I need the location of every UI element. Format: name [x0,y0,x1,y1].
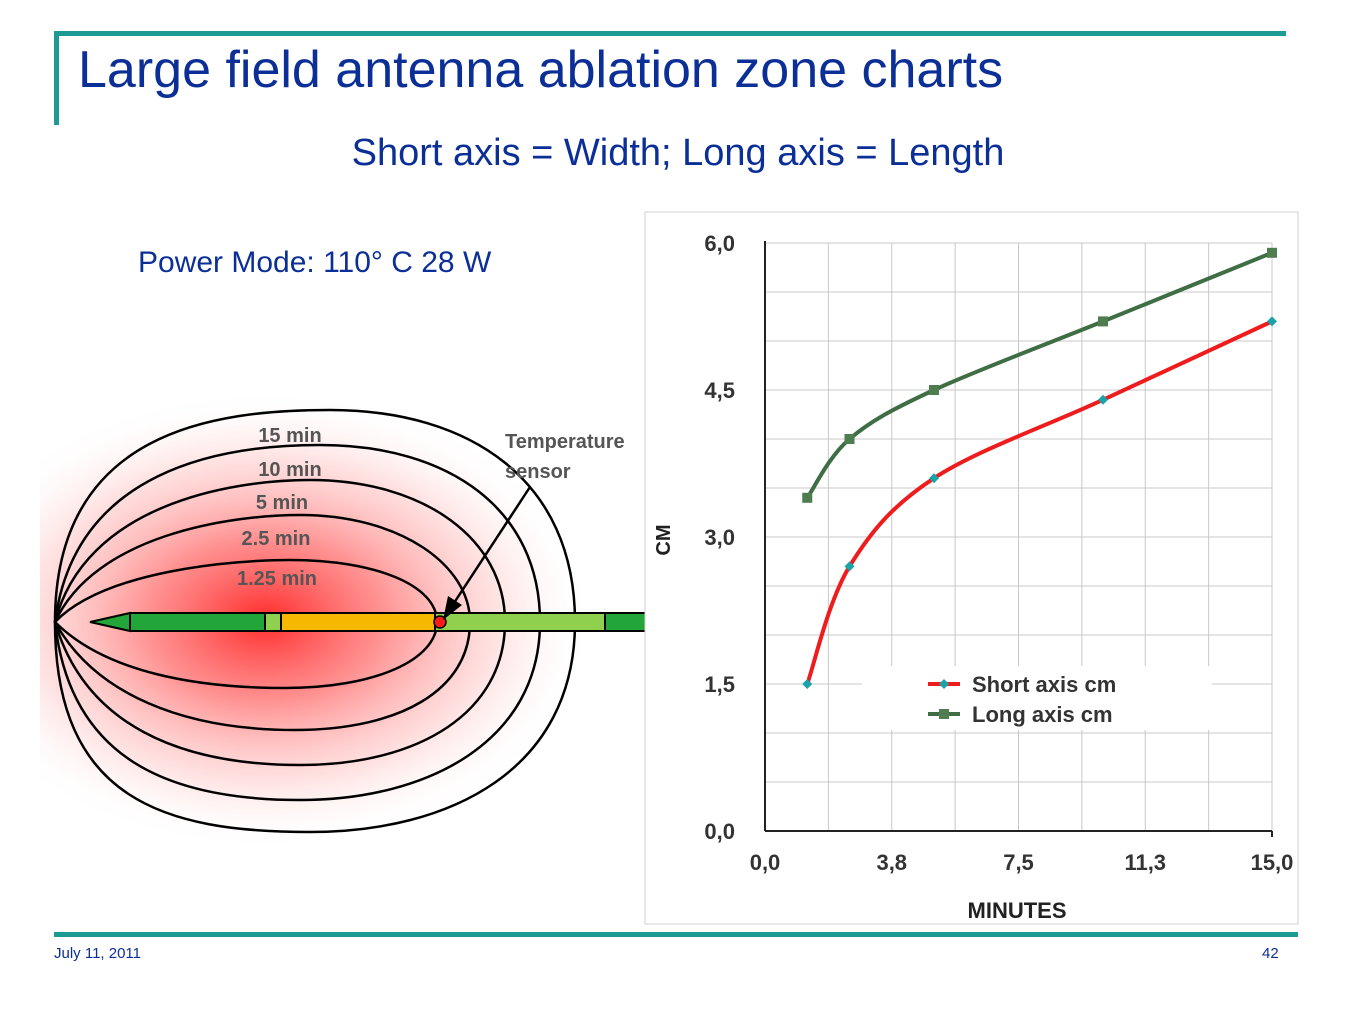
y-tick-label: 3,0 [704,525,735,550]
ablation-zone-diagram: 15 min 10 min 5 min 2.5 min 1.25 min Tem… [40,390,645,850]
legend-swatch-marker [939,709,949,719]
chart-x-axis-label: MINUTES [968,898,1067,923]
data-point-long-axis [1098,316,1108,327]
sensor-pointer-line [450,486,532,607]
data-point-short-axis [802,679,813,689]
legend-entry-label: Long axis cm [972,702,1113,727]
footer-date: July 11, 2011 [54,945,142,962]
sensor-pointer-arrowhead [443,596,462,620]
chart-panel [644,211,1299,925]
page-number: 42 [1262,945,1279,962]
temperature-sensor-dot [433,615,447,629]
series-line-short-axis [805,319,1273,685]
chart-x-ticks: 0,0 3,8 7,5 11,3 15,0 [750,850,1294,875]
antenna-shaft-segment [129,612,266,632]
legend-entry-label: Short axis cm [972,672,1116,697]
data-point-long-axis [844,434,855,444]
x-tick-label: 0,0 [750,850,781,875]
data-point-short-axis [1267,316,1277,327]
series-line-long-axis [805,250,1273,499]
x-tick-label: 15,0 [1251,850,1294,875]
y-tick-label: 0,0 [704,819,735,844]
data-point-short-axis [844,561,855,572]
zone-label: 2.5 min [242,528,311,550]
antenna-shaft-segment [280,612,436,632]
sensor-label: Temperature [505,431,625,453]
slide-subtitle: Short axis = Width; Long axis = Length [351,132,1005,174]
data-point-short-axis [1098,394,1108,405]
top-accent-bar [54,31,1286,36]
zone-label: 1.25 min [237,568,317,590]
bottom-accent-bar [54,932,1298,937]
legend-box [862,666,1212,730]
zone-label: 5 min [256,492,308,514]
data-point-long-axis [802,492,813,503]
sensor-label: sensor [505,461,571,483]
data-point-long-axis [929,385,939,395]
y-tick-label: 6,0 [704,231,735,256]
x-tick-label: 3,8 [876,850,907,875]
chart-y-axis-label: CM [653,524,675,555]
x-tick-label: 11,3 [1124,850,1166,875]
antenna-shaft-segment [434,612,606,632]
y-tick-label: 1,5 [704,672,735,697]
data-point-short-axis [929,473,939,484]
chart-grid [765,242,1273,831]
chart-axes [764,241,1273,837]
left-accent-bar [54,31,59,125]
slide-title: Large field antenna ablation zone charts [78,41,1004,99]
antenna-shaft-segment [604,612,645,632]
chart-series [802,247,1277,689]
chart-legend: Short axis cm Long axis cm [862,666,1212,730]
data-point-long-axis [1267,247,1277,258]
x-tick-label: 7,5 [1003,850,1034,875]
power-mode-label: Power Mode: 110° C 28 W [138,246,492,279]
chart-y-ticks: 0,0 1,5 3,0 4,5 6,0 [704,231,735,844]
zone-label: 10 min [258,459,321,481]
zone-label: 15 min [258,425,321,447]
antenna-shaft-segment [264,612,282,632]
legend-swatch-marker [939,679,949,689]
y-tick-label: 4,5 [704,378,735,403]
